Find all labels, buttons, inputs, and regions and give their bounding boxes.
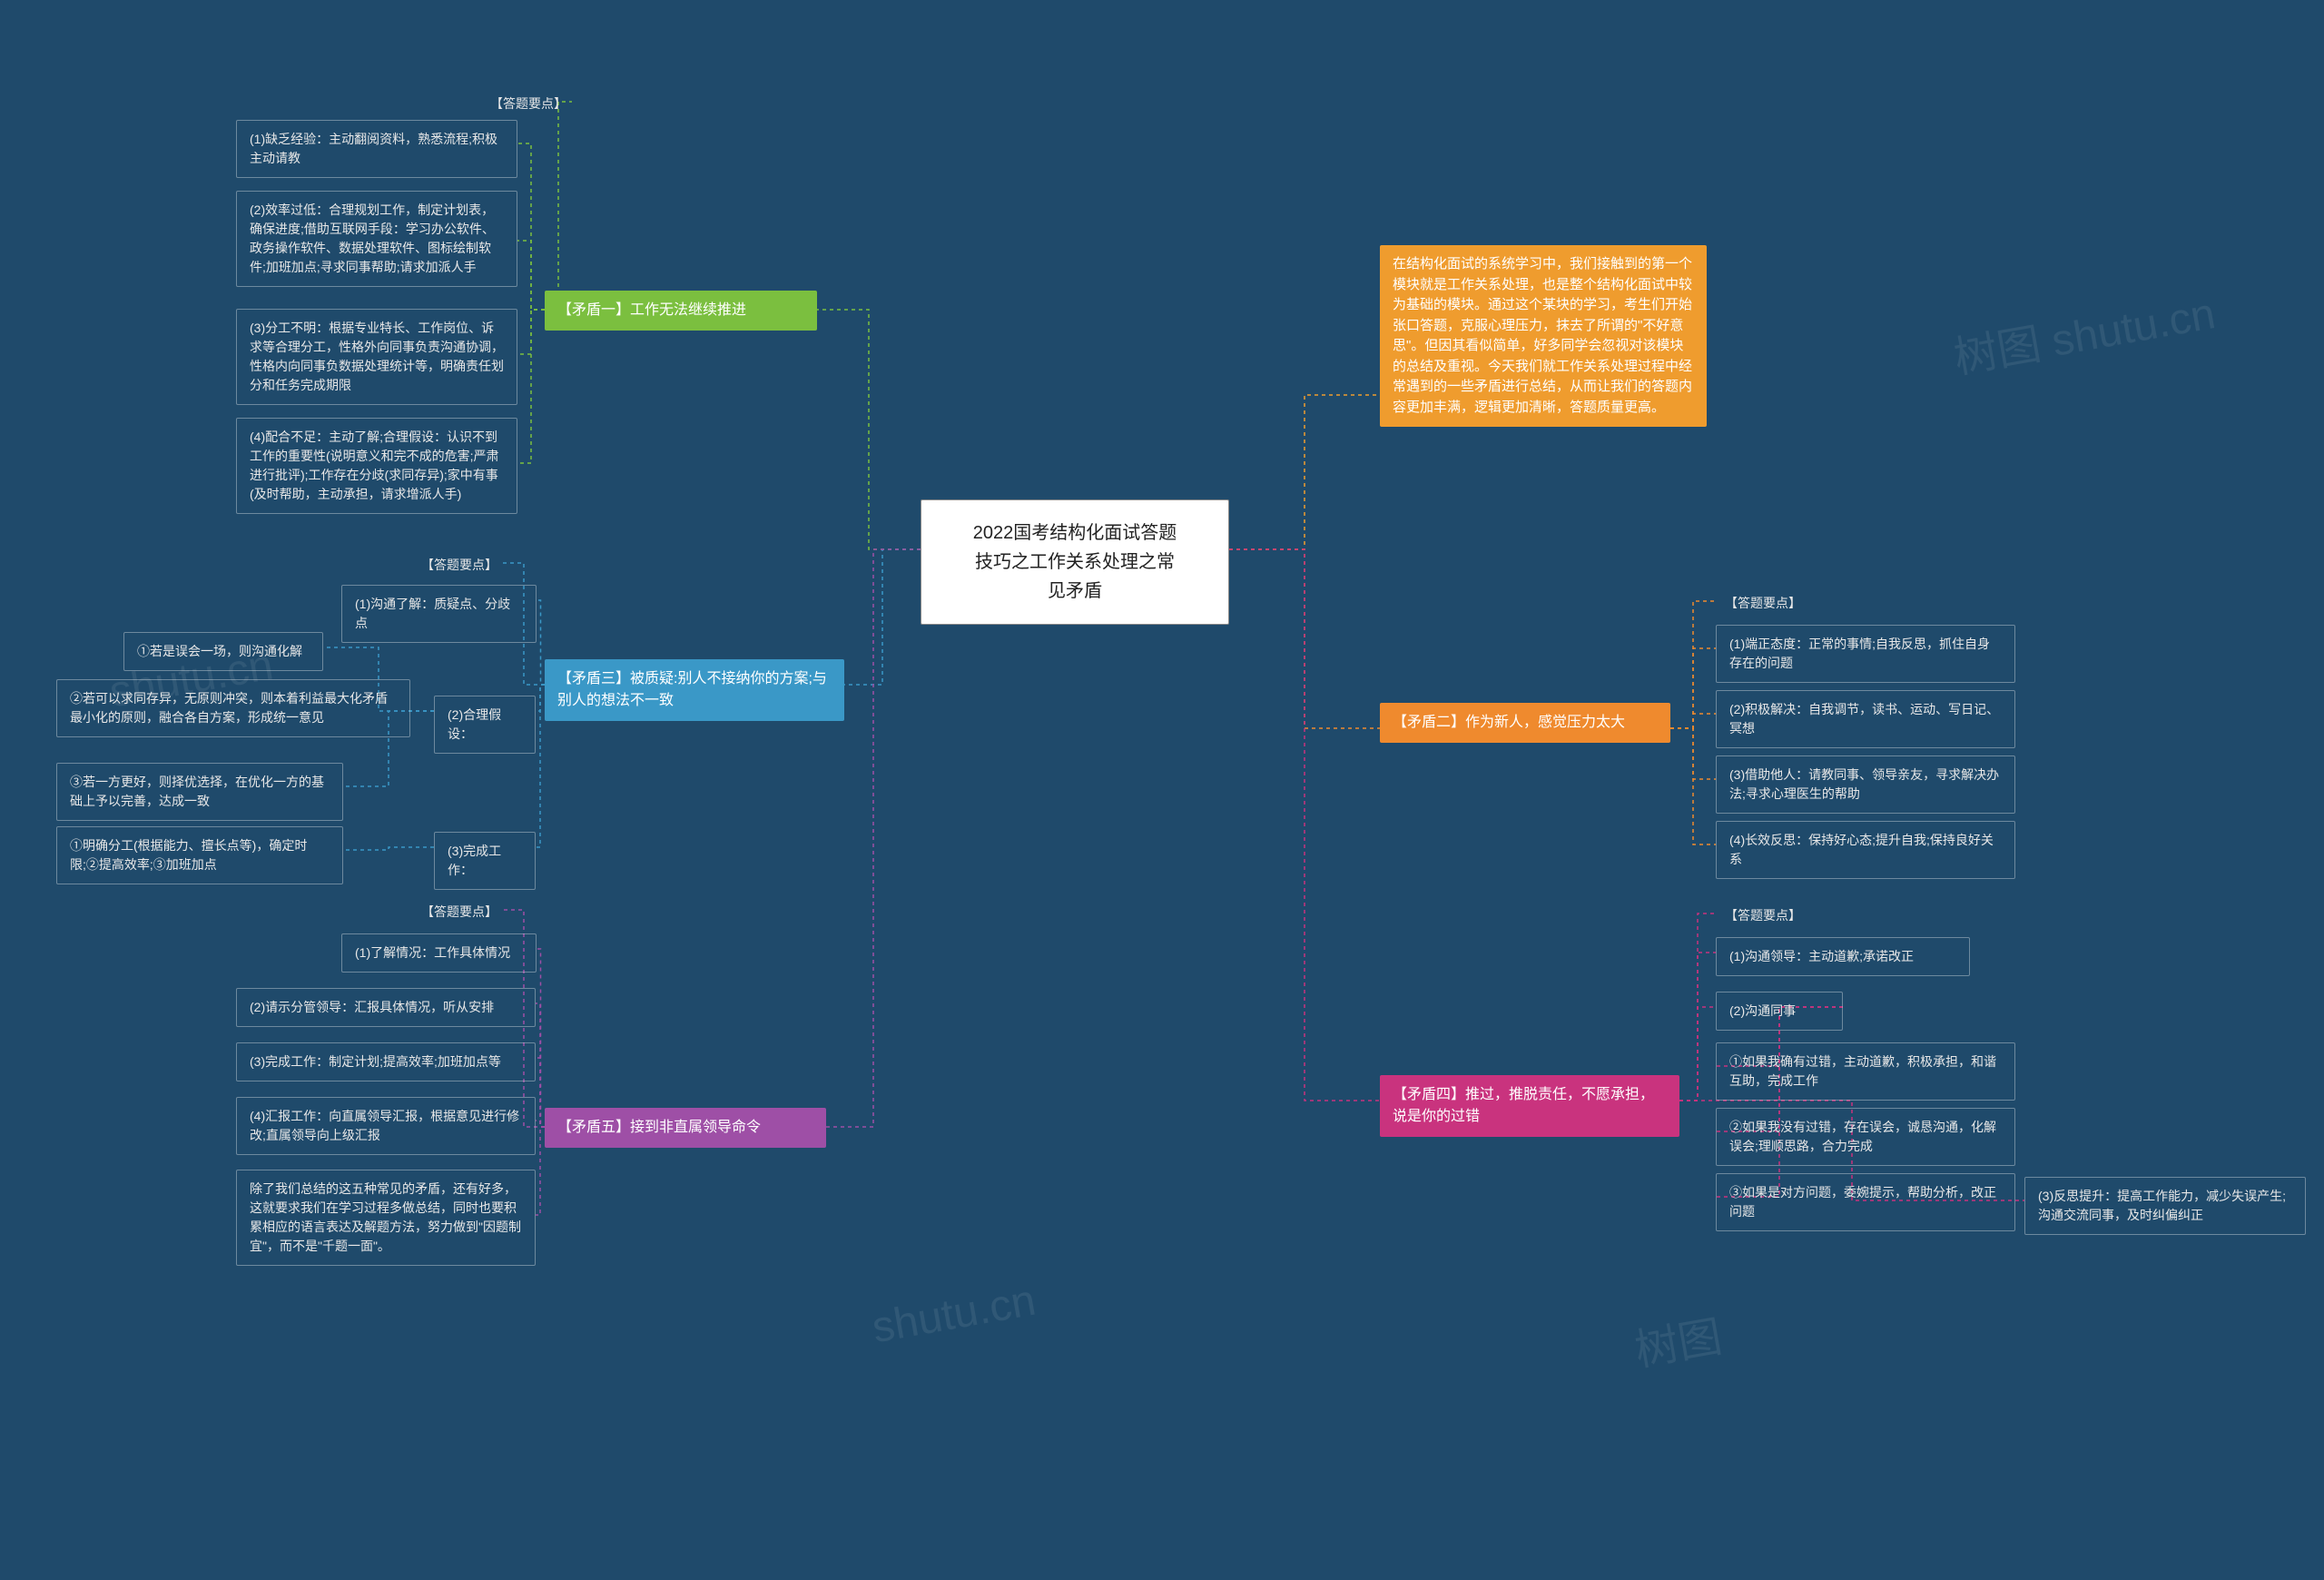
- leaf-c3-2: (3)完成工作：: [434, 832, 536, 890]
- branch-c2: 【矛盾二】作为新人，感觉压力太大: [1380, 703, 1670, 743]
- leaf-c4-0: (1)沟通领导：主动道歉;承诺改正: [1716, 937, 1970, 976]
- leaf-c3-0: (1)沟通了解：质疑点、分歧点: [341, 585, 537, 643]
- leaf-c5-1: (2)请示分管领导：汇报具体情况，听从安排: [236, 988, 536, 1027]
- keypoint-c2: 【答题要点】: [1716, 588, 1810, 618]
- leaf-c4-1-s0: ①如果我确有过错，主动道歉，积极承担，和谐互助，完成工作: [1716, 1042, 2015, 1101]
- leaf-c2-1: (2)积极解决：自我调节，读书、运动、写日记、冥想: [1716, 690, 2015, 748]
- keypoint-c1: 【答题要点】: [481, 89, 576, 119]
- leaf-c2-3: (4)长效反思：保持好心态;提升自我;保持良好关系: [1716, 821, 2015, 879]
- leaf-c5-3: (4)汇报工作：向直属领导汇报，根据意见进行修改;直属领导向上级汇报: [236, 1097, 536, 1155]
- leaf-c3-1: (2)合理假设：: [434, 696, 536, 754]
- leaf-c4-1-s2: ③如果是对方问题，委婉提示，帮助分析，改正问题: [1716, 1173, 2015, 1231]
- keypoint-c3: 【答题要点】: [412, 550, 507, 580]
- leaf-c1-2: (3)分工不明：根据专业特长、工作岗位、诉求等合理分工，性格外向同事负责沟通协调…: [236, 309, 517, 405]
- branch-c3: 【矛盾三】被质疑:别人不接纳你的方案;与别人的想法不一致: [545, 659, 844, 721]
- watermark: 树图 shutu.cn: [1948, 277, 2220, 385]
- leaf-c4-1-s1: ②如果我没有过错，存在误会，诚恳沟通，化解误会;理顺思路，合力完成: [1716, 1108, 2015, 1166]
- leaf-c3-1-s2: ③若一方更好，则择优选择，在优化一方的基础上予以完善，达成一致: [56, 763, 343, 821]
- watermark: shutu.cn: [869, 1276, 1039, 1354]
- keypoint-c4: 【答题要点】: [1716, 901, 1810, 931]
- leaf-c4-2: (3)反思提升：提高工作能力，减少失误产生;沟通交流同事，及时纠偏纠正: [2024, 1177, 2306, 1235]
- leaf-c4-1: (2)沟通同事: [1716, 992, 1843, 1031]
- branch-c1: 【矛盾一】工作无法继续推进: [545, 291, 817, 331]
- leaf-c1-3: (4)配合不足：主动了解;合理假设：认识不到工作的重要性(说明意义和完不成的危害…: [236, 418, 517, 514]
- intro-paragraph: 在结构化面试的系统学习中，我们接触到的第一个模块就是工作关系处理，也是整个结构化…: [1380, 245, 1707, 427]
- leaf-c2-0: (1)端正态度：正常的事情;自我反思，抓住自身存在的问题: [1716, 625, 2015, 683]
- leaf-c3-1-s1: ②若可以求同存异，无原则冲突，则本着利益最大化矛盾最小化的原则，融合各自方案，形…: [56, 679, 410, 737]
- keypoint-c5: 【答题要点】: [412, 897, 507, 927]
- leaf-c5-0: (1)了解情况：工作具体情况: [341, 933, 537, 973]
- leaf-c5-2: (3)完成工作：制定计划;提高效率;加班加点等: [236, 1042, 536, 1081]
- watermark: 树图: [1630, 1300, 1727, 1378]
- leaf-c1-0: (1)缺乏经验：主动翻阅资料，熟悉流程;积极主动请教: [236, 120, 517, 178]
- root-node: 2022国考结构化面试答题 技巧之工作关系处理之常 见矛盾: [921, 499, 1229, 625]
- leaf-c3-2-s0: ①明确分工(根据能力、擅长点等)，确定时限;②提高效率;③加班加点: [56, 826, 343, 884]
- leaf-c3-1-s0: ①若是误会一场，则沟通化解: [123, 632, 323, 671]
- leaf-c2-2: (3)借助他人：请教同事、领导亲友，寻求解决办法;寻求心理医生的帮助: [1716, 755, 2015, 814]
- leaf-c1-1: (2)效率过低：合理规划工作，制定计划表，确保进度;借助互联网手段：学习办公软件…: [236, 191, 517, 287]
- branch-c5: 【矛盾五】接到非直属领导命令: [545, 1108, 826, 1148]
- leaf-c5-4: 除了我们总结的这五种常见的矛盾，还有好多，这就要求我们在学习过程多做总结，同时也…: [236, 1170, 536, 1266]
- branch-c4: 【矛盾四】推过，推脱责任，不愿承担，说是你的过错: [1380, 1075, 1679, 1137]
